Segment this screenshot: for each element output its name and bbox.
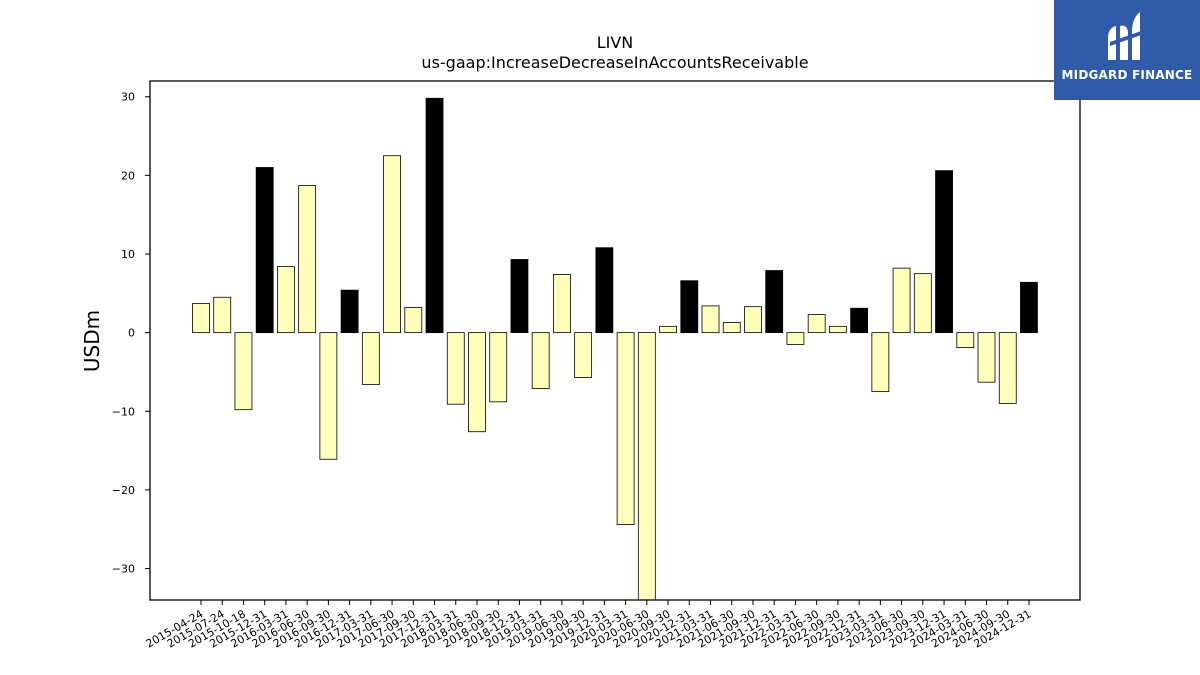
bar-2024-03-31 <box>956 332 975 348</box>
bar-2022-12-31 <box>850 307 869 334</box>
bar-2021-09-30 <box>744 306 762 334</box>
bar-2017-06-30 <box>383 155 401 334</box>
bar-2020-12-31 <box>680 280 699 334</box>
bar-2024-06-30 <box>977 332 996 383</box>
bar-2021-06-30 <box>722 322 741 334</box>
bar-2020-09-30 <box>659 325 677 334</box>
bar-2018-09-30 <box>489 332 508 403</box>
bar-2022-06-30 <box>807 314 826 334</box>
bar-2015-12-31 <box>255 167 274 334</box>
bar-2020-03-31 <box>616 332 635 525</box>
y-tick-label: −30 <box>112 563 135 576</box>
bar-2016-06-30 <box>298 185 317 334</box>
bar-2016-03-31 <box>277 266 295 334</box>
bar-2019-09-30 <box>574 332 593 378</box>
bar-2019-03-31 <box>531 332 550 389</box>
y-tick-label: 30 <box>121 91 135 104</box>
bar-group <box>192 97 1038 601</box>
bar-2017-09-30 <box>404 307 423 334</box>
chart-subtitle: us-gaap:IncreaseDecreaseInAccountsReceiv… <box>421 53 808 72</box>
bar-2018-06-30 <box>468 332 486 433</box>
brand-logo: MIDGARD FINANCE <box>1054 0 1200 100</box>
bar-2021-12-31 <box>765 270 784 334</box>
x-axis: 2015-04-242015-07-242015-10-182015-12-31… <box>144 600 1033 651</box>
midgard-logo-icon <box>1108 12 1144 61</box>
y-axis-label: USDm <box>80 310 104 372</box>
bar-2016-09-30 <box>319 332 338 460</box>
bar-2019-06-30 <box>553 274 571 334</box>
bar-2015-04-24 <box>192 303 210 334</box>
bar-2023-03-31 <box>871 332 890 393</box>
plot-frame <box>149 80 1081 601</box>
bar-2024-12-31 <box>1020 281 1038 334</box>
bar-2015-07-24 <box>213 296 232 334</box>
y-tick-label: −10 <box>112 405 135 418</box>
bar-2023-09-30 <box>913 273 932 334</box>
logo-text: MIDGARD FINANCE <box>1061 68 1193 82</box>
y-tick-label: −20 <box>112 484 135 497</box>
bar-2015-10-18 <box>234 332 253 411</box>
bar-2022-09-30 <box>829 325 847 334</box>
y-tick-label: 10 <box>121 248 135 261</box>
bar-2024-09-30 <box>998 332 1017 404</box>
bar-2022-03-31 <box>786 332 805 345</box>
bar-2018-12-31 <box>510 259 529 334</box>
bar-2017-03-31 <box>361 332 380 385</box>
y-tick-label: 20 <box>121 169 135 182</box>
y-tick-label: 0 <box>128 327 135 340</box>
bar-2023-12-31 <box>935 170 953 334</box>
bar-2023-06-30 <box>892 267 911 334</box>
bar-2016-12-31 <box>340 289 359 334</box>
bar-2021-03-31 <box>701 305 720 334</box>
y-axis: 30 20 10 0 −10 −20 −30 <box>112 91 150 576</box>
chart-title: LIVN <box>597 33 634 52</box>
bar-2018-03-31 <box>446 332 465 405</box>
bar-2019-12-31 <box>595 247 614 334</box>
bar-2017-12-31 <box>425 97 444 334</box>
bar-2020-06-30 <box>637 332 656 601</box>
